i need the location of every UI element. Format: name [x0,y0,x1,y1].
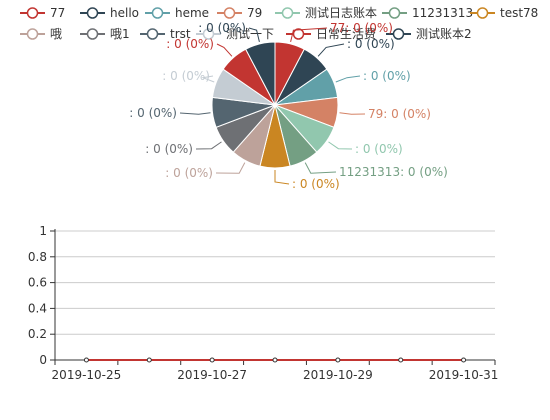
legend-item[interactable]: trst [140,27,191,41]
data-point[interactable] [398,357,404,363]
pie-slice-label: : 0 (0%) [355,142,403,156]
legend-item[interactable]: 测试一下 [196,26,274,41]
pie-slice-label: : 0 (0%) [162,69,210,83]
pie-label-line [215,162,246,174]
legend-circle-icon [392,28,405,40]
legend-circle-icon [223,7,236,19]
legend-item[interactable]: hello [80,6,139,20]
data-point[interactable] [83,357,89,363]
pie-slice-label: 11231313: 0 (0%) [339,165,448,179]
data-point[interactable] [272,357,278,363]
legend-item[interactable]: 77 [20,6,65,20]
legend-item[interactable]: test78 [470,6,538,20]
pie-slice-label: : 0 (0%) [145,142,193,156]
legend-item[interactable]: 79 [217,6,262,20]
pie-label-line [339,112,366,115]
x-tick-label: 2019-10-25 [52,368,122,382]
legend-label: 日常生活费 [316,27,376,41]
y-tick-label: 1 [39,224,47,238]
y-tick-label: 0.6 [28,276,47,290]
x-tick-label: 2019-10-29 [303,368,373,382]
pie-slice-label: : 0 (0%) [363,69,411,83]
pie-label-line [290,27,328,43]
y-tick-label: 0.8 [28,250,47,264]
pie-label-line [216,43,233,57]
legend-label: 测试一下 [226,26,274,41]
pie-label-line [179,112,211,115]
pie-label-line [274,170,290,185]
pie-slice-label: : 0 (0%) [166,37,214,51]
pie-slice-label: : 0 (0%) [347,37,395,51]
legend-circle-icon [292,28,305,40]
legend-label: test78 [500,6,538,20]
legend-circle-icon [388,7,401,19]
data-point[interactable] [209,357,215,363]
pie-slice-label: : 0 (0%) [165,166,213,180]
pie-legend: 77 hello heme 79 测试日志账本 11231313 test78 哦 哦1 trst… [20,5,538,41]
legend-circle-icon [86,7,99,19]
legend-circle-icon [281,7,294,19]
pie-slice[interactable] [245,41,276,106]
pie-slice-label: 79: 0 (0%) [368,107,431,121]
data-point[interactable] [335,357,341,363]
legend-circle-icon [476,7,489,19]
legend-label: hello [110,6,139,20]
y-tick-label: 0.2 [28,327,47,341]
legend-circle-icon [26,28,39,40]
data-point[interactable] [146,357,152,363]
legend-circle-icon [26,7,39,19]
legend-circle-icon [86,28,99,40]
pie-label-line [195,141,222,150]
legend-circle-icon [151,7,164,19]
pie-label-line [317,43,345,57]
data-point[interactable] [461,357,467,363]
legend-item[interactable]: 哦1 [80,27,130,41]
x-tick-label: 2019-10-27 [177,368,247,382]
legend-item[interactable]: 测试账本2 [386,26,472,41]
line-chart: 0 0.2 0.4 0.6 0.8 1 2019-10-25 2019-10-27 2019-1… [28,224,499,382]
legend-circle-icon [202,28,215,40]
legend-label: heme [175,6,209,20]
legend-item[interactable]: 哦 [20,27,62,41]
pie-label-line [335,75,361,83]
pie-chart: 77: 0 (0%) : 0 (0%) : 0 (0%) 79: 0 (0%) : 0 … [129,21,448,191]
legend-item[interactable]: 日常生活费 [286,27,376,41]
pie-label-line [248,27,260,43]
y-tick-label: 0.4 [28,301,47,315]
pie-label-line [328,141,353,150]
x-tick-label: 2019-10-31 [429,368,499,382]
legend-label: 11231313 [412,6,473,20]
y-tick-label: 0 [39,353,47,367]
pie-slice-label: : 0 (0%) [129,106,177,120]
legend-label: 测试日志账本 [305,5,377,20]
legend-label: 77 [50,6,65,20]
legend-label: 哦 [50,27,62,41]
legend-label: 79 [247,6,262,20]
pie-label-line [201,75,215,83]
legend-circle-icon [146,28,159,40]
legend-item[interactable]: heme [145,6,209,20]
legend-item[interactable]: 11231313 [382,6,473,20]
legend-label: trst [170,27,191,41]
pie-label-line [304,162,337,174]
pie-slice-label: 77: 0 (0%) [330,21,393,35]
legend-label: 测试账本2 [416,26,472,41]
legend-item[interactable]: 测试日志账本 [275,5,377,20]
pie-slice-label: : 0 (0%) [292,177,340,191]
pie-slice-label: : 0 (0%) [198,21,246,35]
legend-label: 哦1 [110,27,130,41]
